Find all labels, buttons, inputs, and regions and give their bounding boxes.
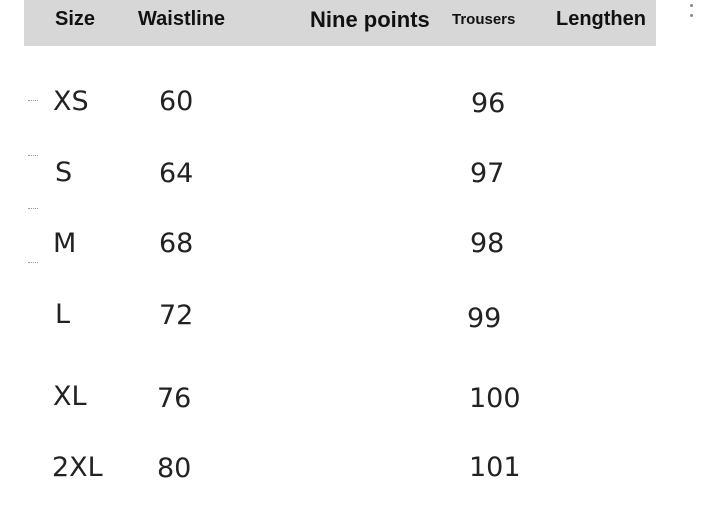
size-cell: S (55, 157, 73, 188)
header-size: Size (55, 8, 96, 30)
length-cell: 98 (470, 228, 505, 259)
size-cell: XL (53, 381, 87, 412)
length-cell: 97 (470, 158, 505, 189)
length-cell: 101 (469, 452, 521, 483)
waistline-cell: 76 (157, 383, 192, 414)
dotted-mark (28, 100, 38, 101)
dotted-mark (28, 262, 38, 263)
waistline-cell: 68 (159, 228, 194, 259)
length-cell: 99 (467, 303, 502, 334)
length-cell: 100 (469, 383, 521, 414)
header-lengthen: Lengthen (556, 8, 646, 30)
size-cell: L (55, 299, 71, 330)
dotted-mark (28, 155, 38, 156)
waistline-cell: 60 (159, 86, 194, 117)
length-cell: 96 (471, 88, 506, 119)
header-trousers: Trousers (452, 11, 516, 28)
size-cell: M (53, 228, 77, 259)
more-vertical-icon[interactable] (690, 4, 694, 24)
table-header (24, 0, 656, 46)
size-cell: XS (53, 86, 89, 117)
header-nine-points: Nine points (310, 7, 430, 32)
waistline-cell: 64 (159, 158, 194, 189)
header-waistline: Waistline (138, 8, 226, 30)
dotted-mark (28, 208, 38, 209)
size-cell: 2XL (52, 452, 103, 483)
waistline-cell: 72 (159, 300, 194, 331)
waistline-cell: 80 (157, 453, 192, 484)
